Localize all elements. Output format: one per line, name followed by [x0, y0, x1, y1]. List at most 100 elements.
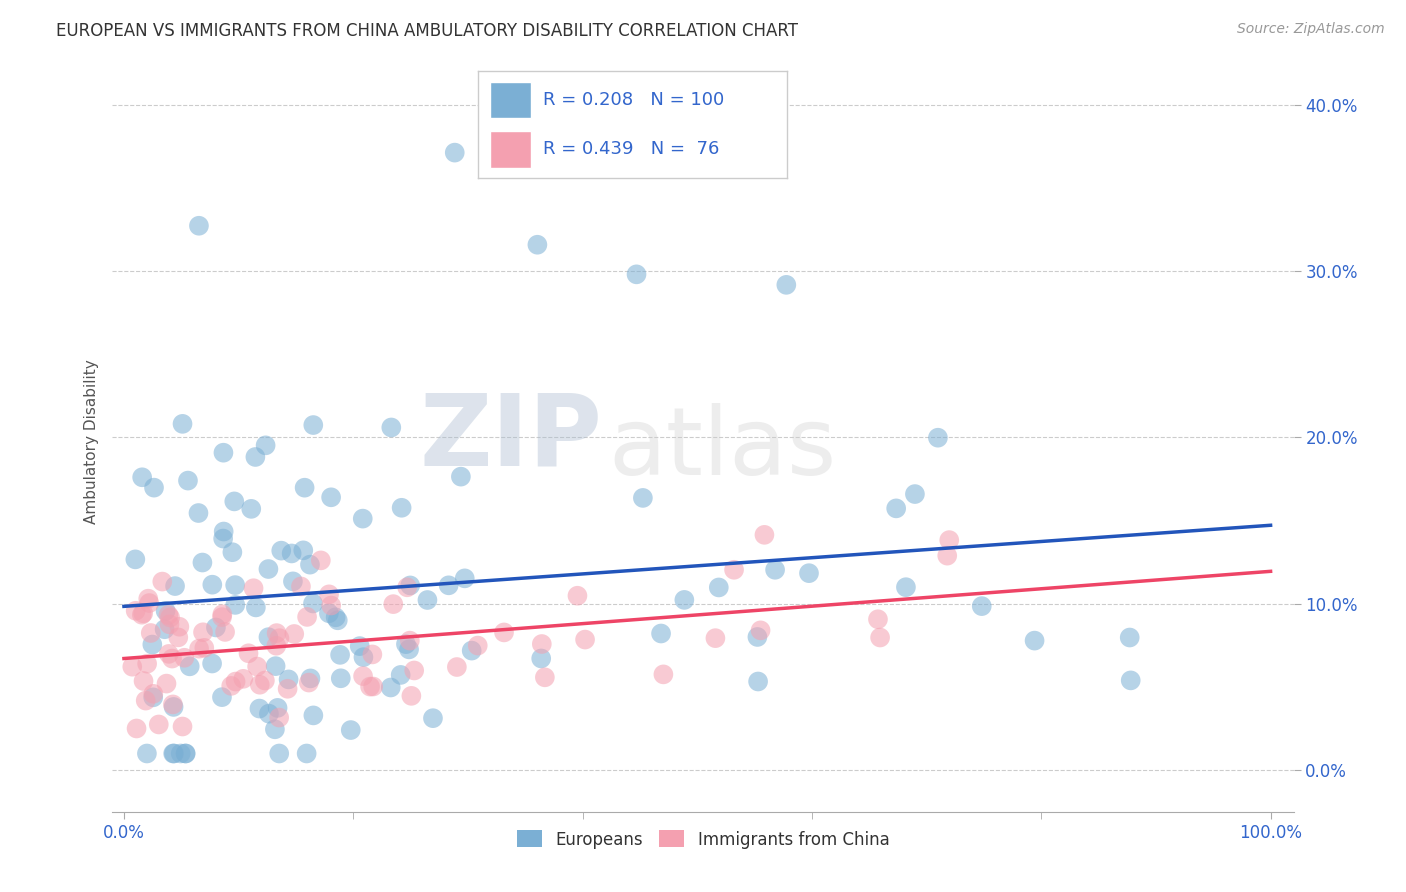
Point [139, 626, 162, 640]
Point [266, 639, 288, 653]
Point [631, 491, 654, 505]
Point [422, 711, 444, 725]
Point [359, 680, 381, 694]
Point [124, 552, 146, 566]
Point [567, 589, 589, 603]
Point [281, 574, 304, 589]
Point [165, 579, 187, 593]
Point [173, 650, 195, 665]
Point [775, 277, 797, 292]
Point [124, 604, 146, 618]
Point [131, 607, 153, 622]
Point [295, 747, 318, 761]
Point [270, 543, 292, 558]
Point [380, 420, 402, 434]
Text: atlas: atlas [609, 403, 837, 495]
Point [136, 591, 159, 606]
Point [938, 533, 960, 547]
Point [264, 659, 287, 673]
Point [454, 571, 477, 585]
Point [155, 676, 177, 690]
Point [159, 617, 181, 632]
Point [170, 747, 193, 761]
Point [747, 674, 769, 689]
Point [398, 633, 420, 648]
Point [704, 631, 727, 645]
Bar [491, 131, 530, 168]
Point [329, 671, 352, 685]
Text: ZIP: ZIP [420, 389, 603, 486]
Point [249, 678, 271, 692]
Point [398, 642, 420, 657]
Point [157, 607, 180, 622]
Point [292, 543, 315, 558]
Point [150, 574, 173, 589]
Point [396, 580, 419, 594]
Point [530, 637, 553, 651]
Point [135, 747, 157, 761]
Point [298, 675, 321, 690]
Text: R = 0.439   N =  76: R = 0.439 N = 76 [543, 141, 720, 159]
Point [395, 637, 418, 651]
Point [211, 690, 233, 705]
Point [326, 613, 349, 627]
Point [211, 607, 233, 622]
Point [141, 638, 163, 652]
Point [467, 639, 489, 653]
Point [143, 481, 166, 495]
Point [172, 719, 194, 733]
Point [266, 626, 288, 640]
Point [299, 672, 322, 686]
Point [652, 667, 675, 681]
Point [866, 612, 889, 626]
Point [179, 659, 201, 673]
Point [707, 581, 730, 595]
Bar [491, 82, 530, 119]
Point [894, 580, 917, 594]
Point [232, 672, 254, 686]
Point [264, 723, 287, 737]
Point [290, 579, 312, 593]
Point [380, 681, 402, 695]
Point [269, 710, 291, 724]
Point [277, 673, 299, 687]
Point [763, 563, 786, 577]
Point [205, 620, 228, 634]
Text: Source: ZipAtlas.com: Source: ZipAtlas.com [1237, 22, 1385, 37]
Point [361, 680, 384, 694]
Point [174, 747, 197, 761]
Point [530, 651, 553, 665]
Point [1119, 673, 1142, 688]
Point [191, 556, 214, 570]
Point [526, 237, 548, 252]
Point [1024, 633, 1046, 648]
Point [188, 641, 211, 656]
Point [174, 747, 197, 761]
Point [927, 431, 949, 445]
Point [121, 659, 143, 673]
Point [160, 651, 183, 665]
Point [294, 481, 316, 495]
Point [225, 674, 247, 689]
Point [148, 717, 170, 731]
Point [884, 501, 907, 516]
Point [214, 624, 236, 639]
Point [221, 545, 243, 559]
Point [142, 687, 165, 701]
Legend: Europeans, Immigrants from China: Europeans, Immigrants from China [510, 823, 896, 855]
Point [155, 604, 177, 618]
Point [391, 500, 413, 515]
Point [193, 640, 215, 655]
Point [153, 622, 176, 636]
Point [187, 219, 209, 233]
Point [492, 625, 515, 640]
Y-axis label: Ambulatory Disability: Ambulatory Disability [83, 359, 98, 524]
Point [201, 577, 224, 591]
Point [242, 581, 264, 595]
Point [309, 553, 332, 567]
Point [253, 673, 276, 688]
Point [318, 587, 340, 601]
Point [245, 450, 267, 464]
Point [352, 511, 374, 525]
Point [254, 438, 277, 452]
